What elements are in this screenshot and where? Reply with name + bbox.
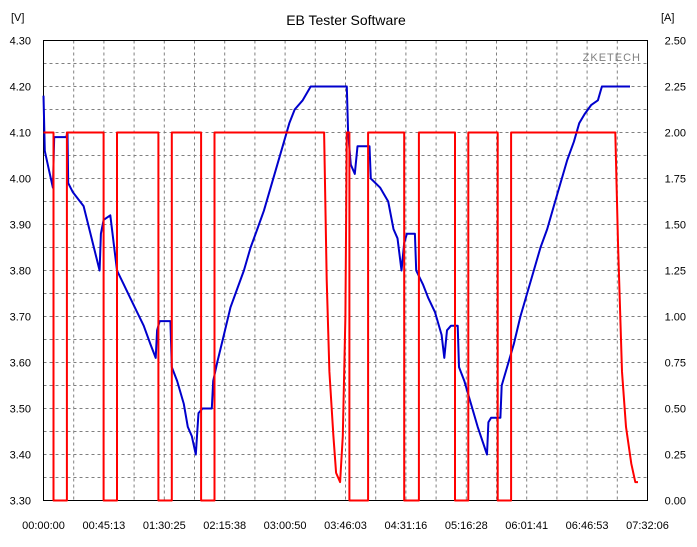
y-axis-left-ticks: 3.30 3.40 3.50 3.60 3.70 3.80 3.90 4.00 4.10 4.20… [10, 36, 31, 508]
y-left-tick-label: 3.40 [10, 450, 31, 462]
x-tick-label: 05:16:28 [445, 520, 488, 532]
x-tick-label: 04:31:16 [384, 520, 427, 532]
zketech-watermark: ZKETECH [583, 52, 641, 64]
chart-title: EB Tester Software [286, 12, 406, 28]
x-tick-label: 00:00:00 [22, 520, 65, 532]
y-axis-right-ticks: 0.00 0.25 0.50 0.75 1.00 1.25 1.50 1.75 2.00 2.25… [665, 36, 686, 508]
y-left-tick-label: 4.00 [10, 174, 31, 186]
y-left-tick-label: 3.70 [10, 312, 31, 324]
y-right-tick-label: 0.50 [665, 404, 686, 416]
y-right-tick-label: 2.50 [665, 36, 686, 48]
x-tick-label: 01:30:25 [143, 520, 186, 532]
y-left-tick-label: 3.80 [10, 266, 31, 278]
y-right-tick-label: 2.00 [665, 128, 686, 140]
x-tick-label: 06:01:41 [505, 520, 548, 532]
x-tick-label: 03:00:50 [264, 520, 307, 532]
y-left-tick-label: 4.20 [10, 82, 31, 94]
y-left-tick-label: 3.90 [10, 220, 31, 232]
x-tick-label: 02:15:38 [203, 520, 246, 532]
plot-area-border [43, 40, 648, 501]
right-axis-unit: [A] [661, 12, 674, 24]
y-right-tick-label: 1.75 [665, 174, 686, 186]
left-axis-unit: [V] [11, 12, 24, 24]
x-tick-label: 03:46:03 [324, 520, 367, 532]
y-left-tick-label: 4.30 [10, 36, 31, 48]
y-right-tick-label: 1.00 [665, 312, 686, 324]
x-tick-label: 00:45:13 [82, 520, 125, 532]
y-left-tick-label: 3.60 [10, 358, 31, 370]
series-lines [42, 85, 638, 502]
y-right-tick-label: 0.75 [665, 358, 686, 370]
y-left-tick-label: 3.30 [10, 496, 31, 508]
voltage-series-line [42, 85, 630, 456]
x-axis-ticks: 00:00:00 00:45:13 01:30:25 02:15:38 03:00:50… [22, 520, 669, 532]
y-right-tick-label: 2.25 [665, 82, 686, 94]
y-left-tick-label: 4.10 [10, 128, 31, 140]
x-tick-label: 06:46:53 [566, 520, 609, 532]
y-left-tick-label: 3.50 [10, 404, 31, 416]
y-right-tick-label: 0.25 [665, 450, 686, 462]
y-right-tick-label: 1.50 [665, 220, 686, 232]
y-right-tick-label: 1.25 [665, 266, 686, 278]
y-right-tick-label: 0.00 [665, 496, 686, 508]
x-tick-label: 07:32:06 [626, 520, 669, 532]
current-series-line [43, 131, 638, 502]
